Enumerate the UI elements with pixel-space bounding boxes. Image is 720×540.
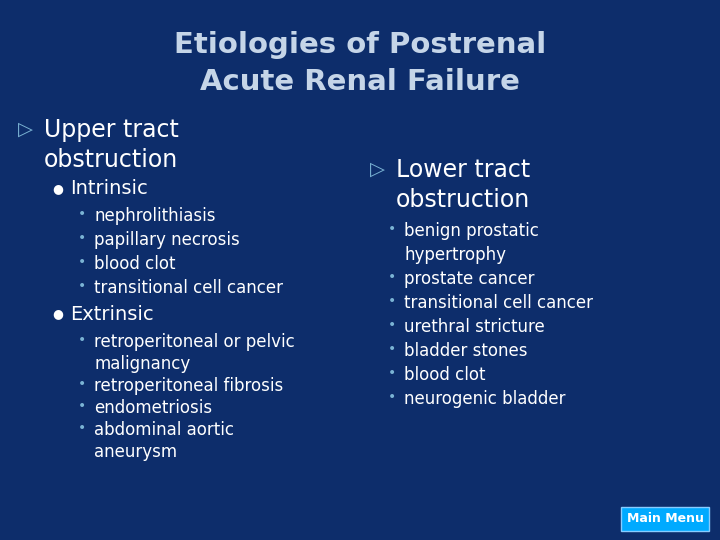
Text: •: • xyxy=(78,231,86,245)
Text: prostate cancer: prostate cancer xyxy=(404,270,534,288)
Text: •: • xyxy=(388,390,396,404)
Text: obstruction: obstruction xyxy=(44,148,179,172)
Text: blood clot: blood clot xyxy=(94,255,176,273)
Text: •: • xyxy=(388,342,396,356)
Text: transitional cell cancer: transitional cell cancer xyxy=(404,294,593,312)
Text: aneurysm: aneurysm xyxy=(94,443,177,461)
Text: hypertrophy: hypertrophy xyxy=(404,246,506,264)
Text: benign prostatic: benign prostatic xyxy=(404,222,539,240)
Text: •: • xyxy=(78,279,86,293)
Text: ▷: ▷ xyxy=(18,120,33,139)
Text: endometriosis: endometriosis xyxy=(94,399,212,417)
Text: blood clot: blood clot xyxy=(404,366,485,384)
Text: papillary necrosis: papillary necrosis xyxy=(94,231,240,249)
Text: nephrolithiasis: nephrolithiasis xyxy=(94,207,215,225)
Text: ●: ● xyxy=(52,182,63,195)
Text: •: • xyxy=(388,270,396,284)
Text: abdominal aortic: abdominal aortic xyxy=(94,421,234,439)
Text: bladder stones: bladder stones xyxy=(404,342,528,360)
Text: transitional cell cancer: transitional cell cancer xyxy=(94,279,283,297)
Text: ▷: ▷ xyxy=(370,160,385,179)
Text: neurogenic bladder: neurogenic bladder xyxy=(404,390,565,408)
Text: •: • xyxy=(78,207,86,221)
Text: Extrinsic: Extrinsic xyxy=(70,305,153,324)
Text: Lower tract: Lower tract xyxy=(396,158,530,182)
Text: obstruction: obstruction xyxy=(396,188,530,212)
Text: •: • xyxy=(388,222,396,236)
Text: urethral stricture: urethral stricture xyxy=(404,318,545,336)
Text: •: • xyxy=(388,366,396,380)
Text: retroperitoneal or pelvic: retroperitoneal or pelvic xyxy=(94,333,294,351)
Text: •: • xyxy=(388,294,396,308)
Text: Acute Renal Failure: Acute Renal Failure xyxy=(200,68,520,96)
Text: •: • xyxy=(78,333,86,347)
Text: •: • xyxy=(78,377,86,391)
Text: malignancy: malignancy xyxy=(94,355,190,373)
Text: Upper tract: Upper tract xyxy=(44,118,179,142)
Text: retroperitoneal fibrosis: retroperitoneal fibrosis xyxy=(94,377,283,395)
Text: Main Menu: Main Menu xyxy=(626,512,703,525)
Text: •: • xyxy=(78,421,86,435)
Text: Etiologies of Postrenal: Etiologies of Postrenal xyxy=(174,31,546,59)
Text: Intrinsic: Intrinsic xyxy=(70,179,148,198)
Text: •: • xyxy=(78,255,86,269)
Text: •: • xyxy=(388,318,396,332)
Text: •: • xyxy=(78,399,86,413)
Text: ●: ● xyxy=(52,307,63,320)
